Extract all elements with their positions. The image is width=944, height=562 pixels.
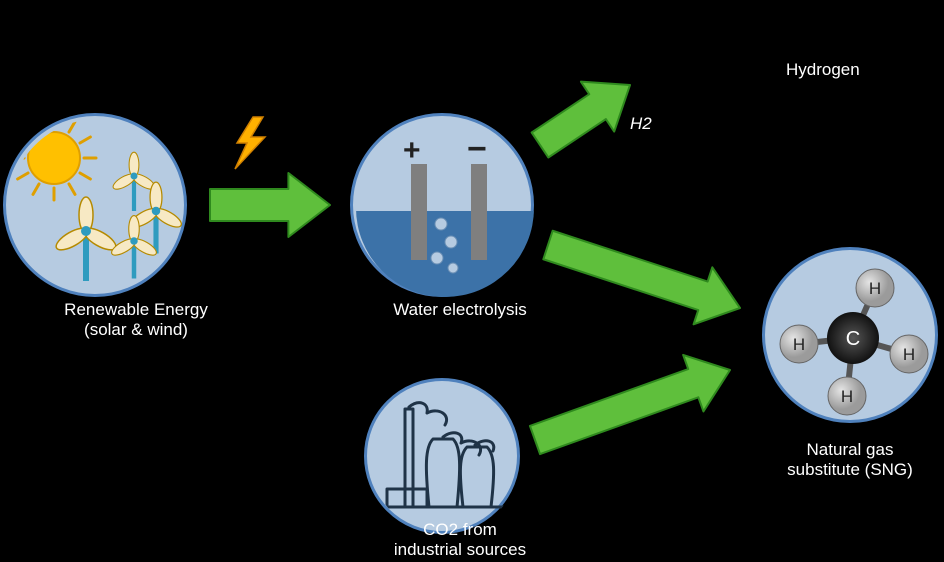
atom-label-h: H bbox=[903, 345, 915, 364]
arrow-co2-to-sng bbox=[530, 355, 730, 454]
node-methane: H H H H C bbox=[762, 247, 938, 423]
electrode-plus-label: + bbox=[403, 134, 421, 168]
lightning-bolt-icon bbox=[225, 115, 285, 175]
industrial-plant-icon bbox=[367, 381, 523, 537]
atom-label-h: H bbox=[869, 279, 881, 298]
arrow-electrolysis-to-sng bbox=[543, 231, 740, 325]
label-co2-source: CO2 fromindustrial sources bbox=[360, 520, 560, 560]
label-electrolysis: Water electrolysis bbox=[360, 300, 560, 320]
atom-label-h: H bbox=[793, 335, 805, 354]
atom-label-h: H bbox=[841, 387, 853, 406]
atom-label-c: C bbox=[846, 328, 860, 350]
arrow-renew-to-electrolysis bbox=[210, 173, 330, 237]
label-hydrogen: Hydrogen bbox=[786, 60, 936, 80]
electrolysis-art-icon bbox=[353, 116, 537, 300]
label-sng: Natural gassubstitute (SNG) bbox=[760, 440, 940, 480]
diagram-canvas: + − H H H H C Renewable Energy(solar & wind)… bbox=[0, 0, 944, 562]
node-co2-source bbox=[364, 378, 520, 534]
arrow-electrolysis-to-h2 bbox=[532, 82, 630, 158]
node-electrolysis: + − bbox=[350, 113, 534, 297]
node-renewables bbox=[3, 113, 187, 297]
renewables-art-icon bbox=[6, 116, 190, 300]
electrode-minus-label: − bbox=[467, 130, 487, 169]
methane-molecule-icon: H H H H C bbox=[765, 250, 941, 426]
label-renewables: Renewable Energy(solar & wind) bbox=[36, 300, 236, 340]
label-h2: H2 bbox=[630, 114, 670, 134]
